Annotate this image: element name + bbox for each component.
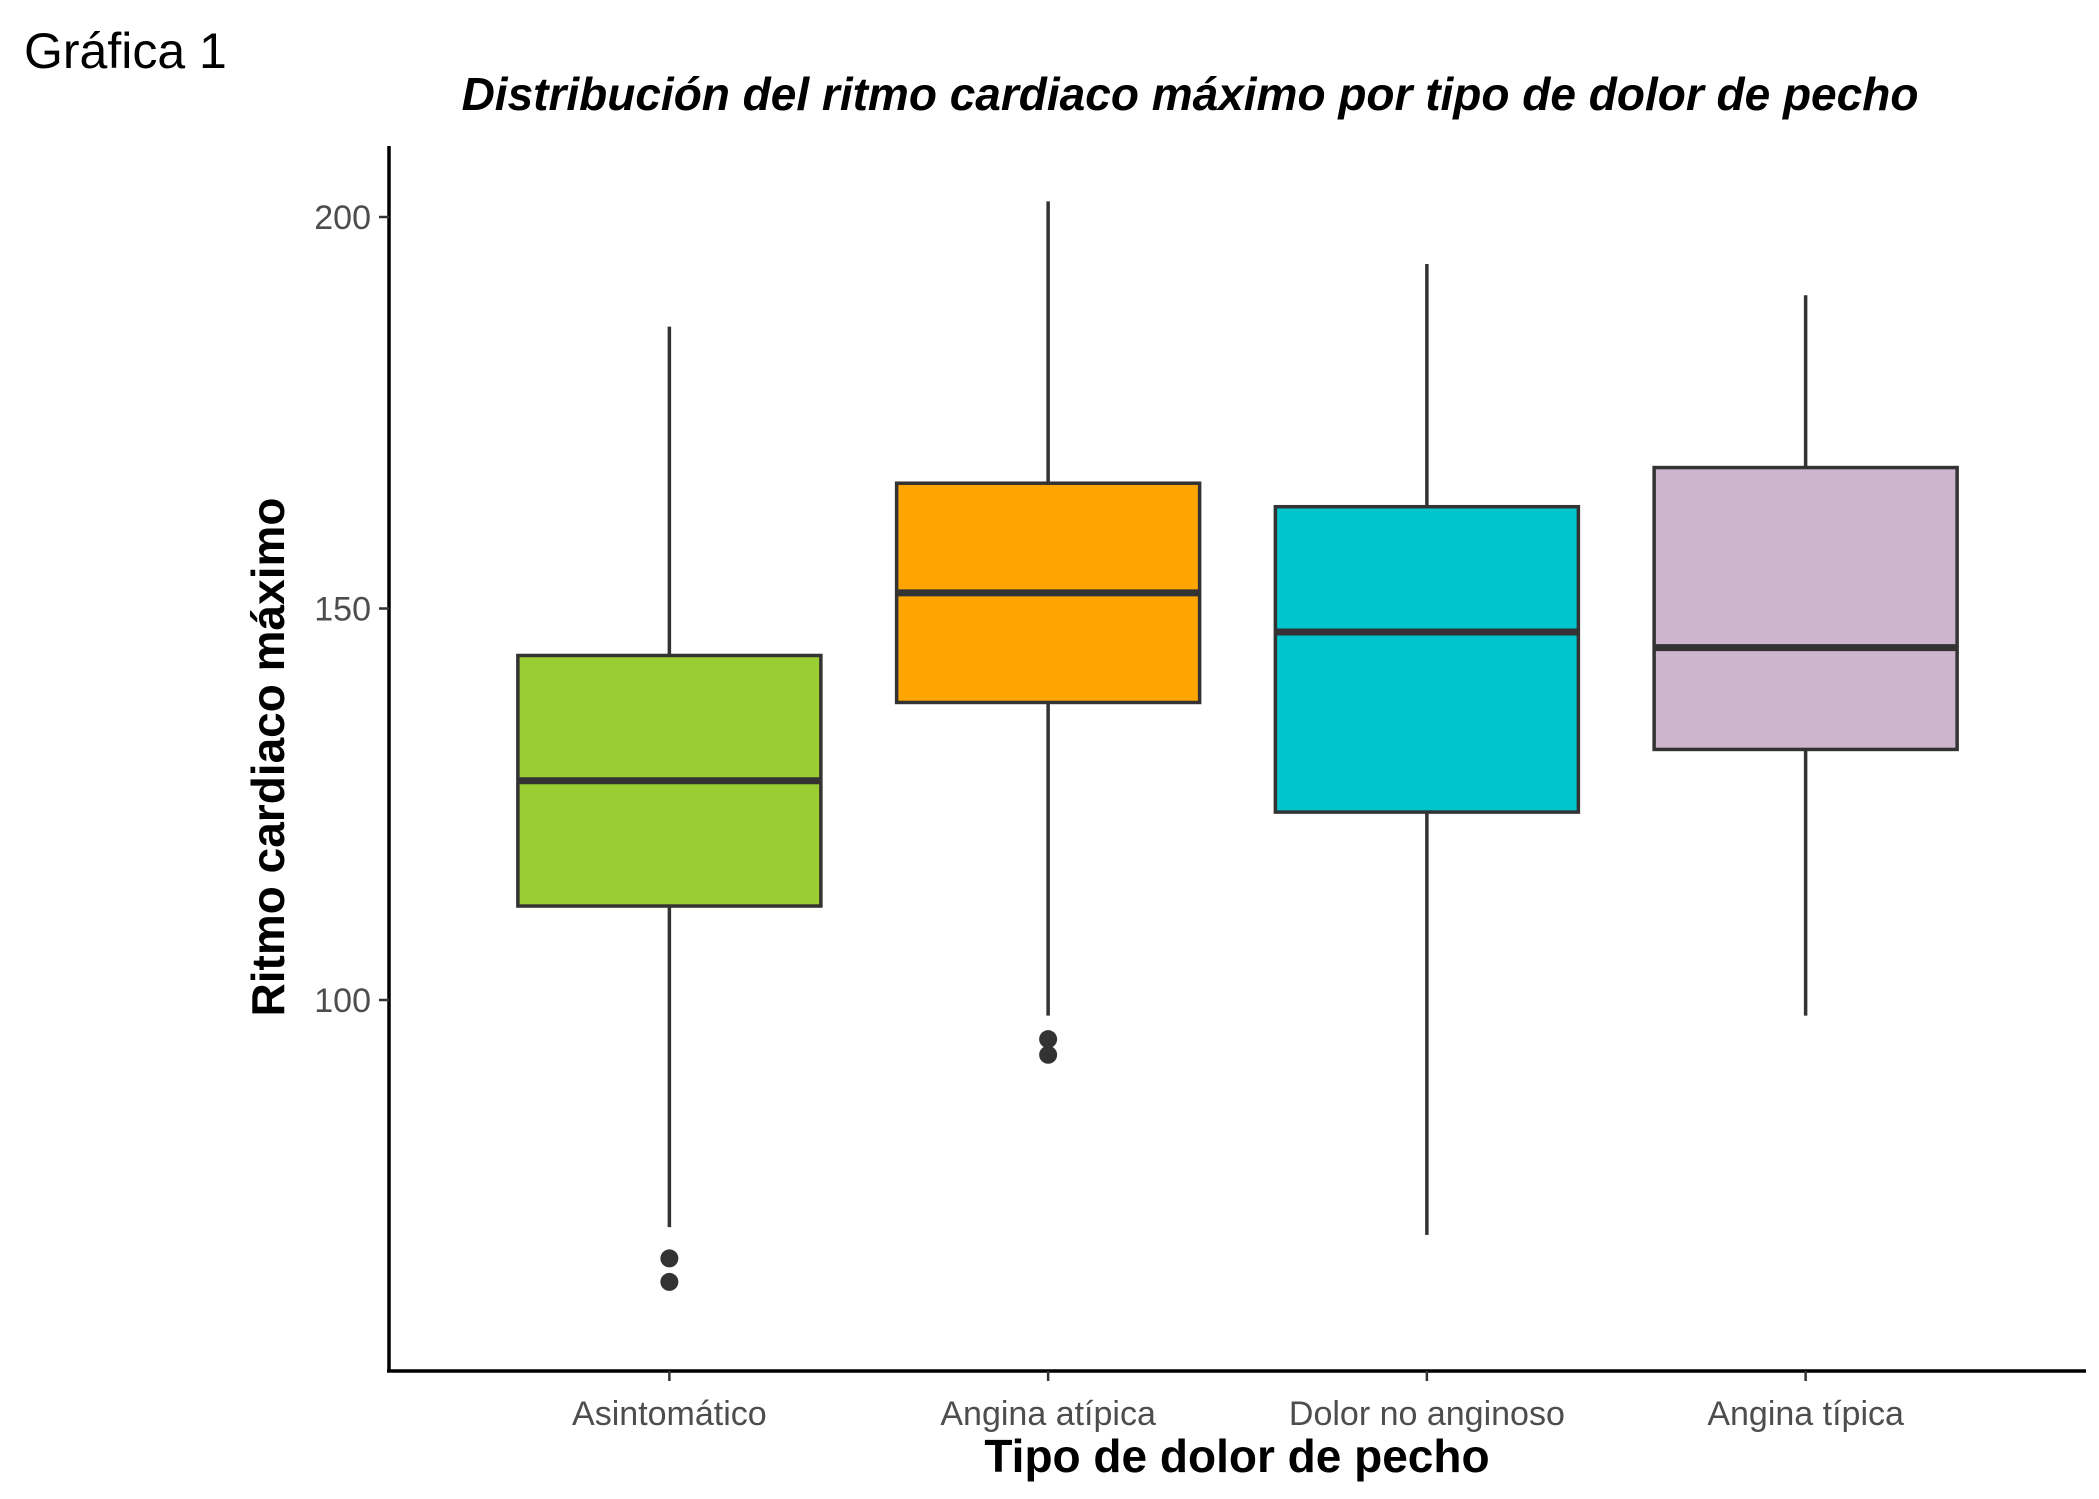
x-axis: Asintomático Angina atípica Dolor no angin…	[572, 1371, 1904, 1433]
box-group	[894, 201, 1202, 1064]
outlier-point	[660, 1272, 679, 1291]
y-tick-label: 100	[314, 982, 371, 1020]
box-group	[1273, 263, 1581, 1235]
y-axis: 100 150 200	[314, 199, 389, 1020]
figure-label: Gráfica 1	[24, 23, 227, 79]
outlier-point	[660, 1249, 679, 1268]
x-tick-label: Dolor no anginoso	[1289, 1395, 1565, 1433]
plot-area	[516, 201, 1959, 1291]
box-group	[516, 326, 823, 1291]
y-tick-label: 200	[314, 199, 371, 237]
outlier-point	[1039, 1030, 1058, 1049]
chart-title: Distribución del ritmo cardiaco máximo p…	[462, 68, 1919, 120]
x-tick-label: Angina atípica	[940, 1395, 1156, 1433]
box	[1273, 504, 1581, 814]
outlier-point	[1039, 1045, 1058, 1064]
y-axis-title: Ritmo cardiaco máximo	[242, 498, 294, 1017]
y-tick-label: 150	[314, 591, 371, 629]
x-tick-label: Asintomático	[572, 1395, 767, 1433]
x-axis-title: Tipo de dolor de pecho	[984, 1430, 1489, 1482]
x-tick-label: Angina típica	[1707, 1395, 1904, 1433]
box	[1652, 465, 1959, 752]
box-group	[1652, 295, 1959, 1016]
